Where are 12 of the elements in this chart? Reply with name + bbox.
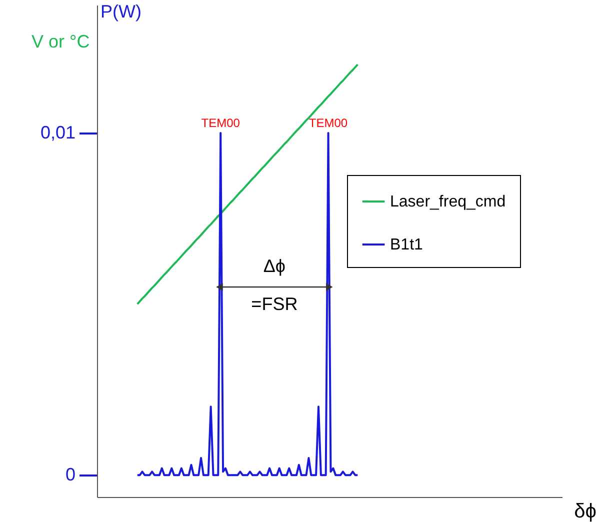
y-tick-label: 0 bbox=[65, 464, 76, 485]
y-axis-title: P(W) bbox=[100, 2, 142, 22]
y2-axis-title: V or °C bbox=[32, 32, 90, 52]
x-axis-title: δϕ bbox=[574, 500, 596, 522]
annotation: TEM00 bbox=[201, 116, 240, 130]
line-series bbox=[136, 132, 359, 476]
annotation: =FSR bbox=[251, 294, 298, 314]
annotation: Δϕ bbox=[263, 256, 286, 276]
legend-label: Laser_freq_cmd bbox=[390, 194, 506, 210]
legend-label: B1t1 bbox=[390, 236, 424, 254]
y-tick-label: 0,01 bbox=[40, 122, 76, 142]
annotation: TEM00 bbox=[308, 116, 348, 130]
